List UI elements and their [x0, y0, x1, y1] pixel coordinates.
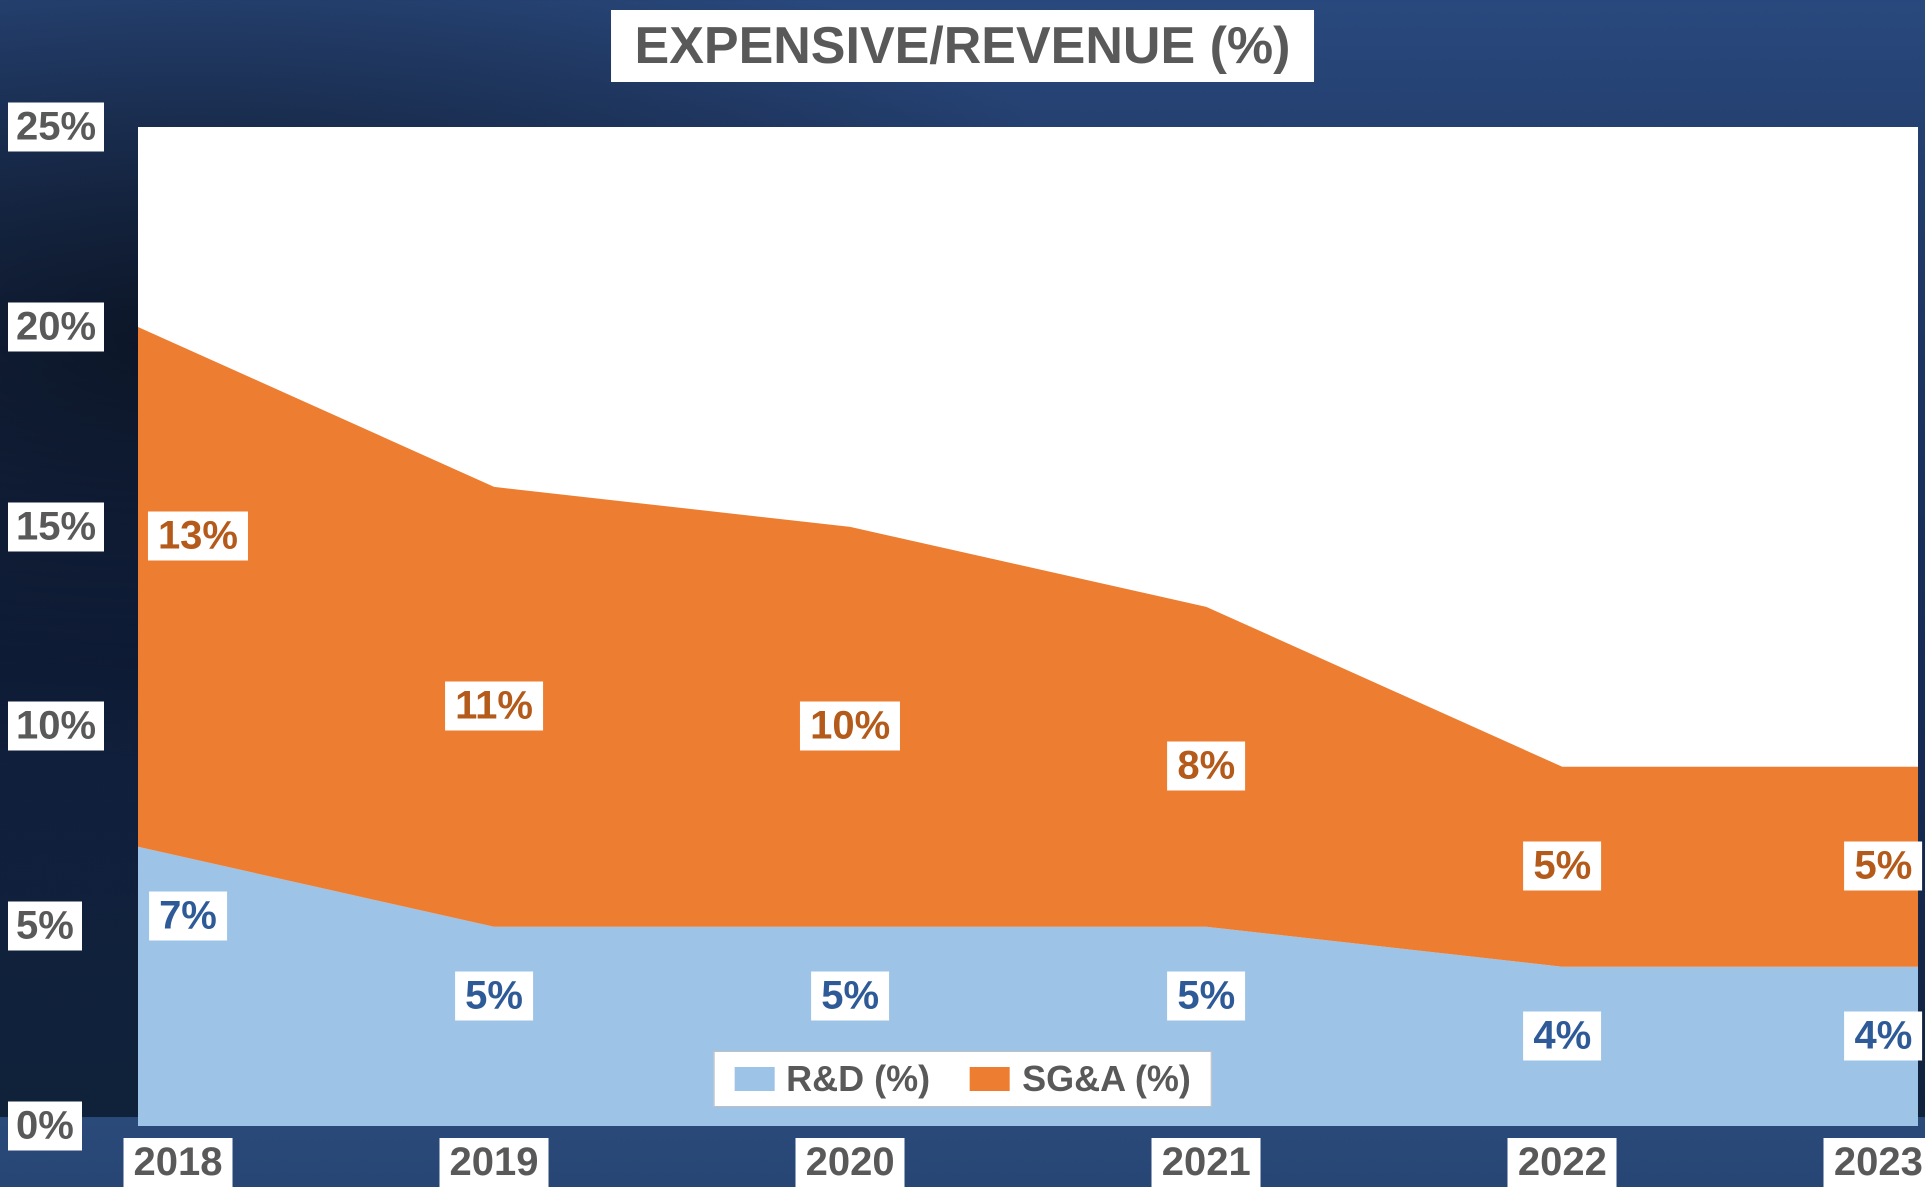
legend-swatch	[734, 1067, 774, 1091]
legend: R&D (%) SG&A (%)	[713, 1051, 1212, 1107]
y-tick-label: 25%	[8, 102, 104, 151]
data-label-rd: 5%	[455, 972, 533, 1021]
area-series-sga	[138, 327, 1918, 967]
x-tick-label: 2021	[1152, 1138, 1261, 1187]
data-label-rd: 5%	[1167, 972, 1245, 1021]
y-tick-label: 15%	[8, 502, 104, 551]
data-label-sga: 13%	[148, 512, 248, 561]
legend-swatch	[970, 1067, 1010, 1091]
plot-area	[138, 127, 1918, 1127]
data-label-rd: 4%	[1523, 1012, 1601, 1061]
data-label-rd: 4%	[1845, 1012, 1923, 1061]
expense-revenue-chart: EXPENSIVE/REVENUE (%) 0%5%10%15%20%25% 2…	[0, 0, 1925, 1117]
chart-title: EXPENSIVE/REVENUE (%)	[611, 10, 1315, 82]
data-label-sga: 5%	[1523, 842, 1601, 891]
x-tick-label: 2023	[1824, 1138, 1925, 1187]
y-tick-label: 10%	[8, 702, 104, 751]
x-tick-label: 2019	[440, 1138, 549, 1187]
data-label-rd: 7%	[149, 892, 227, 941]
data-label-sga: 5%	[1845, 842, 1923, 891]
data-label-sga: 11%	[445, 682, 543, 731]
y-tick-label: 20%	[8, 302, 104, 351]
legend-item-sga: SG&A (%)	[970, 1058, 1191, 1100]
legend-label: SG&A (%)	[1022, 1058, 1191, 1100]
x-tick-label: 2022	[1508, 1138, 1617, 1187]
data-label-sga: 8%	[1167, 742, 1245, 791]
data-label-rd: 5%	[811, 972, 889, 1021]
y-tick-label: 0%	[8, 1102, 82, 1151]
x-tick-label: 2018	[123, 1138, 232, 1187]
x-tick-label: 2020	[796, 1138, 905, 1187]
data-label-sga: 10%	[800, 702, 900, 751]
legend-item-rd: R&D (%)	[734, 1058, 930, 1100]
y-tick-label: 5%	[8, 902, 82, 951]
legend-label: R&D (%)	[786, 1058, 930, 1100]
stacked-area-svg	[138, 127, 1918, 1127]
